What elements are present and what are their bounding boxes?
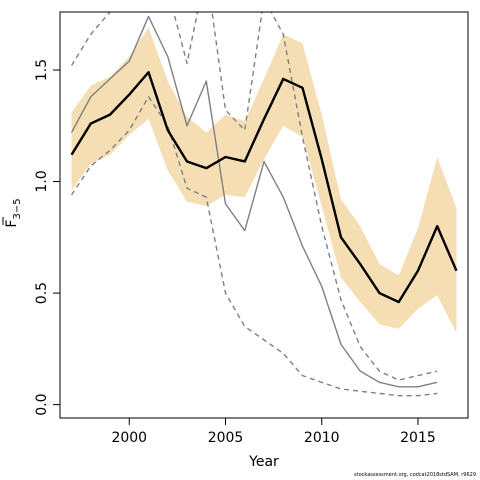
x-tick-label: 2015	[400, 430, 436, 446]
series-retro-line-2	[70, 12, 438, 381]
y-axis-label: F3−5	[2, 198, 23, 228]
confidence-band-layer	[71, 27, 457, 334]
x-axis: 2000 2005 2010 2015	[111, 418, 436, 446]
x-tick-label: 2000	[111, 430, 147, 446]
series-layer	[70, 12, 458, 397]
x-tick-label: 2005	[208, 430, 244, 446]
y-axis: 0.0 0.5 1.0 1.5	[34, 59, 60, 416]
confidence-band	[71, 27, 457, 334]
y-axis-label-main: F	[4, 220, 20, 228]
series-retro-line-3	[70, 96, 438, 397]
y-tick-label: 0.0	[34, 393, 50, 415]
footer-credit: stockassessment.org, codcat2018stdSAM, r…	[354, 472, 476, 478]
y-tick-label: 0.5	[34, 282, 50, 304]
plot-frame	[59, 11, 469, 419]
x-tick-label: 2010	[304, 430, 340, 446]
series-retro-line-1	[70, 15, 438, 388]
svg-text:F3−5: F3−5	[4, 198, 23, 227]
x-axis-label: Year	[248, 454, 279, 470]
series-estimate-line	[70, 71, 458, 304]
y-axis-label-sub: 3−5	[12, 198, 23, 219]
y-tick-label: 1.0	[34, 170, 50, 192]
y-tick-label: 1.5	[34, 59, 50, 81]
